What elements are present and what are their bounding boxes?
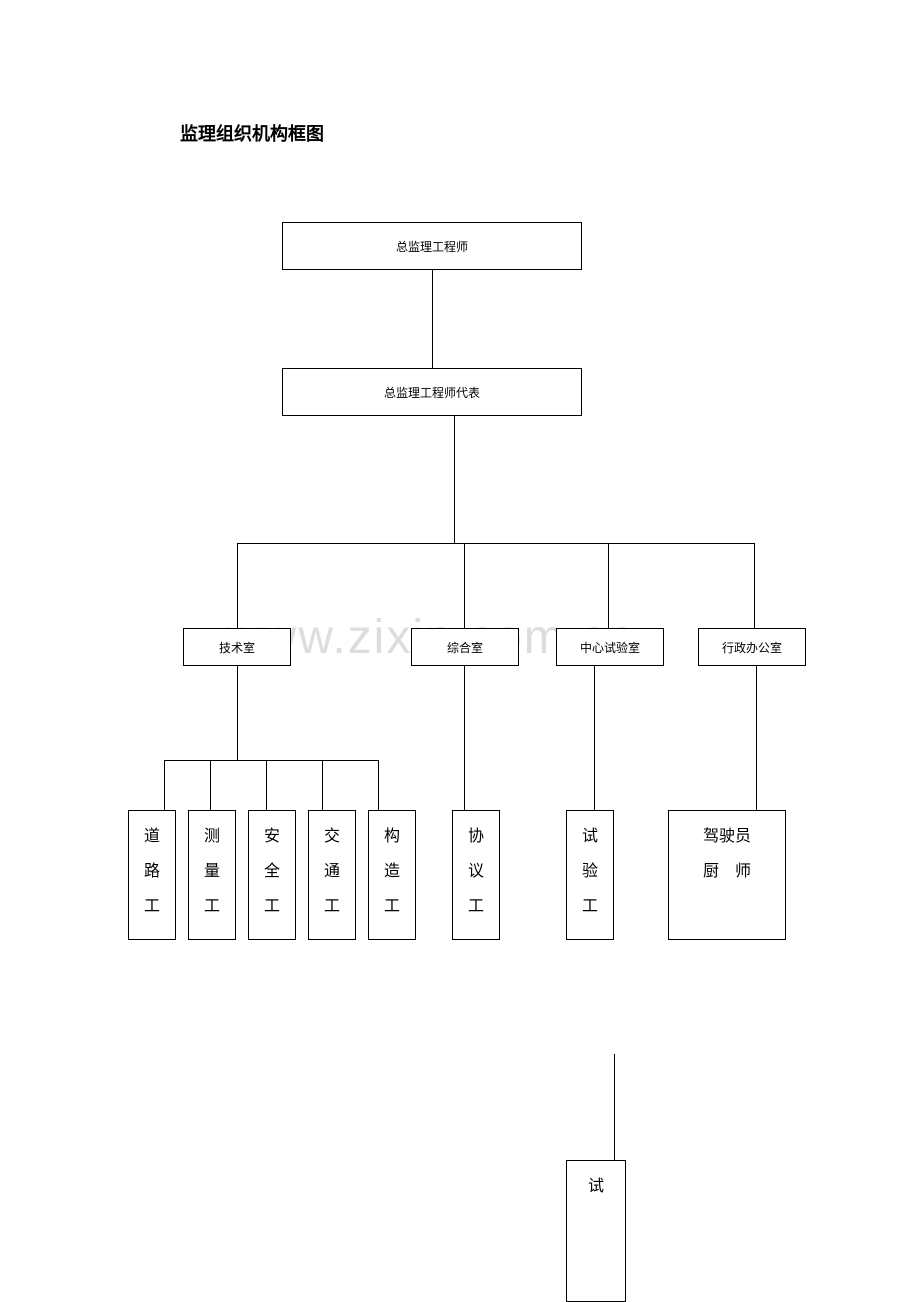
box-dept4: 行政办公室	[698, 628, 806, 666]
vbox-char: 工	[189, 889, 235, 924]
connector-vline	[322, 760, 323, 810]
connector-vline	[432, 270, 433, 368]
vbox-char: 造	[369, 854, 415, 889]
vbox-v9: 试	[566, 1160, 626, 1302]
vbox-char: 试	[567, 1169, 625, 1204]
vbox-char: 工	[567, 889, 613, 924]
vbox-char: 安	[249, 819, 295, 854]
connector-vline	[614, 1054, 615, 1160]
connector-vline	[608, 544, 609, 628]
vbox-char: 工	[369, 889, 415, 924]
connector-vline	[266, 760, 267, 810]
vbox-v4: 交通工	[308, 810, 356, 940]
vbox-char: 全	[249, 854, 295, 889]
connector-vline	[464, 543, 465, 628]
connector-hline	[237, 543, 755, 544]
connector-vline	[237, 543, 238, 628]
connector-vline	[237, 666, 238, 760]
connector-vline	[210, 760, 211, 810]
box-dept1: 技术室	[183, 628, 291, 666]
vbox-char: 量	[189, 854, 235, 889]
connector-vline	[378, 760, 379, 810]
vbox-v3: 安全工	[248, 810, 296, 940]
vbox-v6: 协议工	[452, 810, 500, 940]
vbox-char: 验	[567, 854, 613, 889]
vbox-char: 构	[369, 819, 415, 854]
box-top2: 总监理工程师代表	[282, 368, 582, 416]
vbox-char: 路	[129, 854, 175, 889]
vbox-char: 协	[453, 819, 499, 854]
vbox-char: 驾驶员	[669, 819, 785, 854]
vbox-char: 工	[129, 889, 175, 924]
vbox-v1: 道路工	[128, 810, 176, 940]
vbox-char: 试	[567, 819, 613, 854]
connector-vline	[754, 544, 755, 628]
box-dept2: 综合室	[411, 628, 519, 666]
connector-vline	[594, 666, 595, 810]
connector-vline	[464, 666, 465, 810]
connector-vline	[454, 416, 455, 544]
connector-hline	[164, 760, 378, 761]
vbox-char: 交	[309, 819, 355, 854]
box-top1: 总监理工程师	[282, 222, 582, 270]
vbox-char: 测	[189, 819, 235, 854]
vbox-v2: 测量工	[188, 810, 236, 940]
vbox-char: 工	[249, 889, 295, 924]
page-title: 监理组织机构框图	[180, 120, 324, 146]
vbox-char: 工	[453, 889, 499, 924]
vbox-char: 通	[309, 854, 355, 889]
box-dept3: 中心试验室	[556, 628, 664, 666]
vbox-v5: 构造工	[368, 810, 416, 940]
vbox-v8: 驾驶员厨 师	[668, 810, 786, 940]
vbox-char: 工	[309, 889, 355, 924]
vbox-char: 厨 师	[669, 854, 785, 889]
vbox-v7: 试验工	[566, 810, 614, 940]
vbox-char: 道	[129, 819, 175, 854]
connector-vline	[756, 666, 757, 810]
connector-vline	[164, 760, 165, 810]
vbox-char: 议	[453, 854, 499, 889]
